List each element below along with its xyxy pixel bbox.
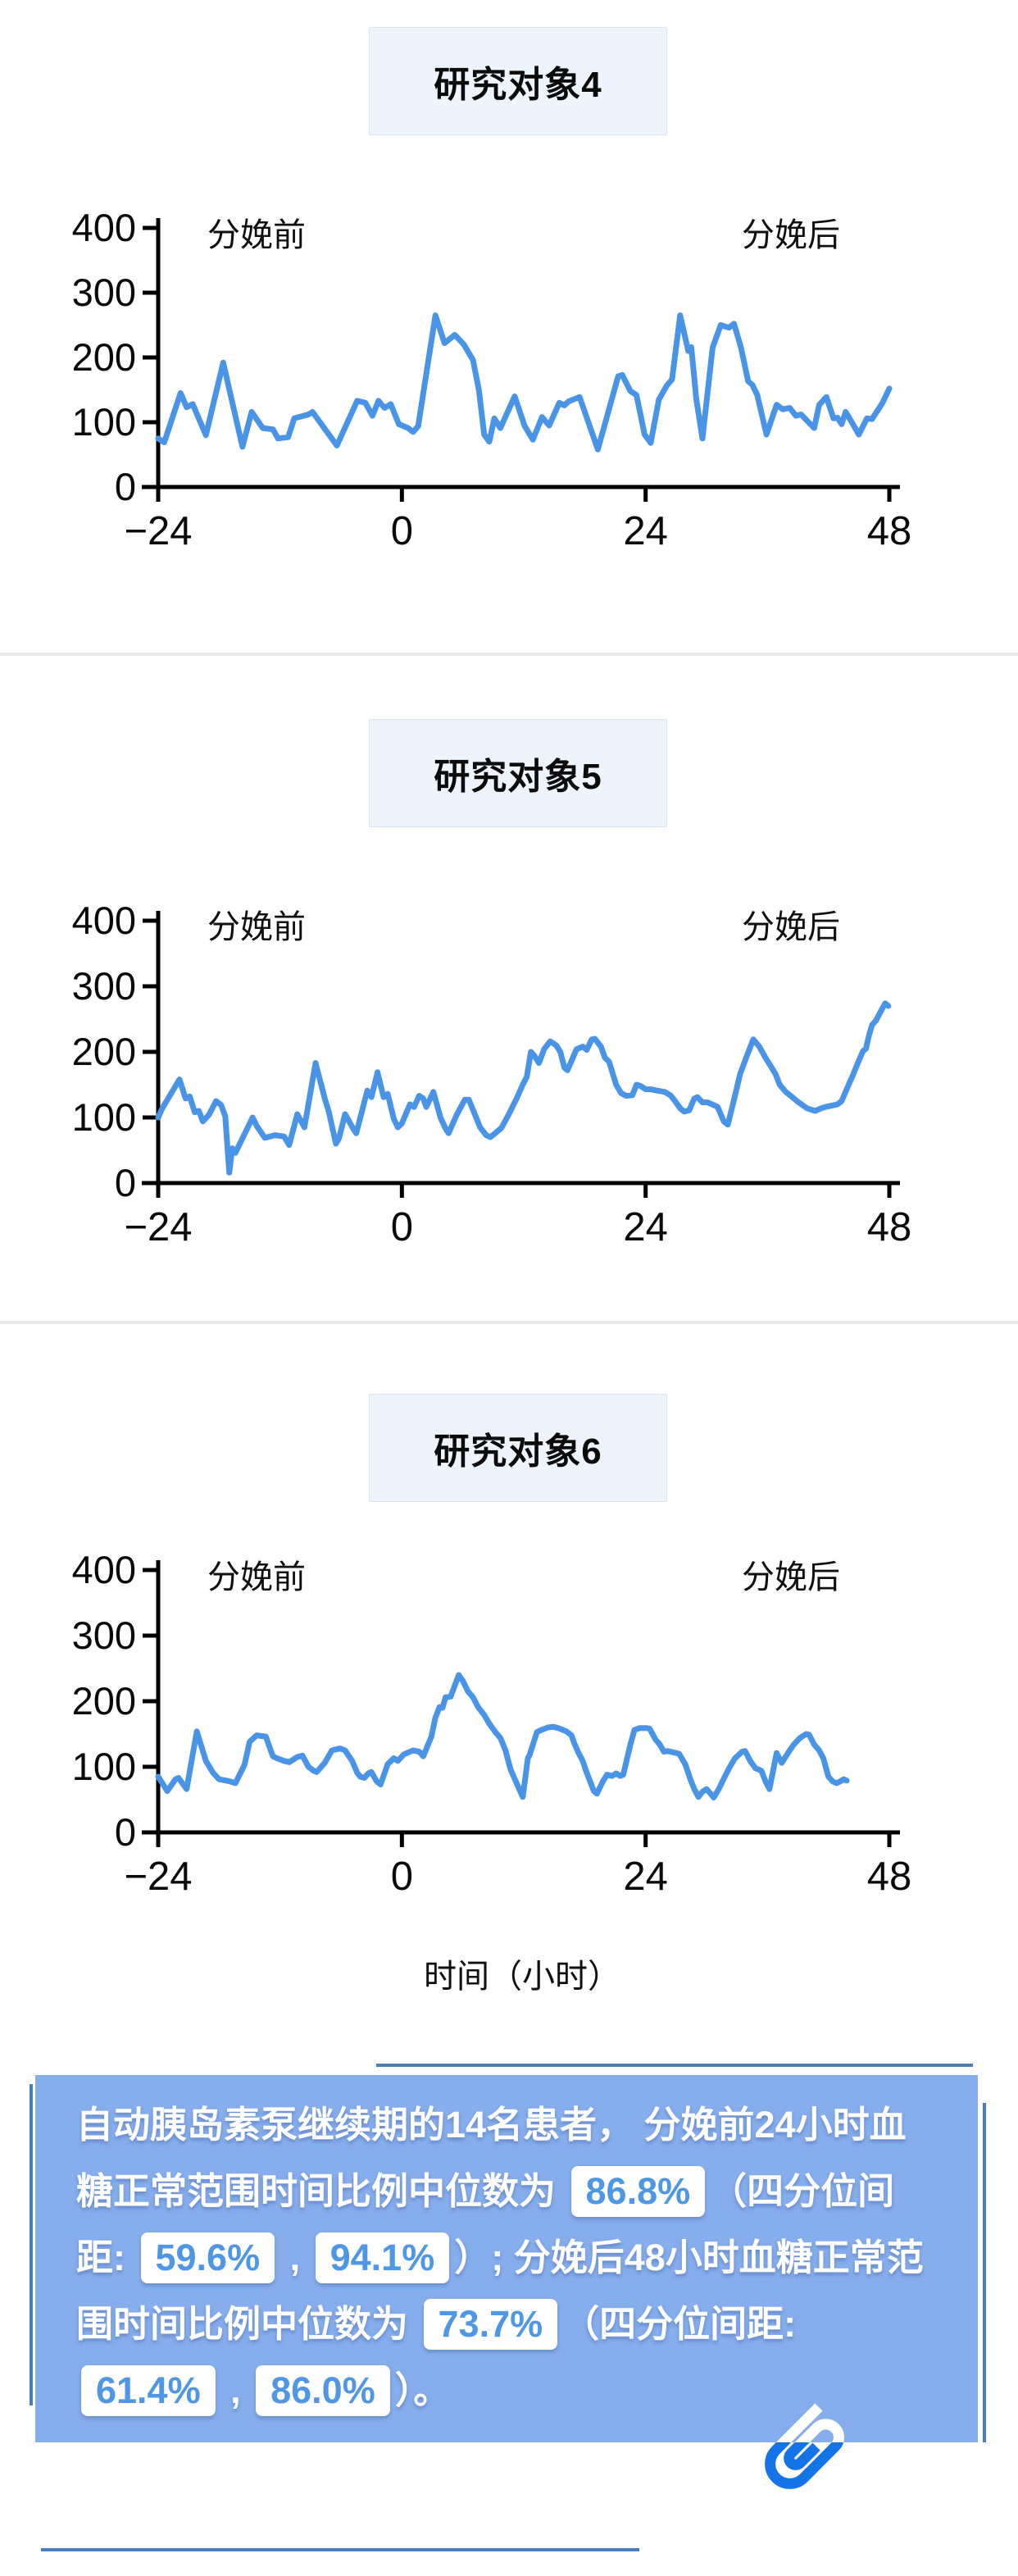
y-tick-label: 0 — [115, 1810, 136, 1854]
y-tick-label: 400 — [72, 899, 136, 942]
section-divider — [0, 653, 1018, 656]
x-axis-title: 时间（小时） — [424, 1959, 620, 1995]
x-tick-label: −24 — [124, 1855, 192, 1899]
y-tick-label: 200 — [72, 1679, 136, 1723]
x-tick-label: −24 — [124, 509, 192, 553]
x-tick-label: 0 — [391, 1205, 413, 1249]
glucose-line-series — [155, 312, 893, 453]
y-tick-label: 100 — [72, 1095, 136, 1139]
y-tick-label: 100 — [72, 1745, 136, 1788]
callout-accent-right-line — [983, 2103, 986, 2442]
stat-value-chip: 73.7% — [423, 2299, 558, 2350]
chart-3-title: 研究对象6 — [369, 1394, 667, 1502]
x-tick-label: 24 — [623, 509, 668, 553]
glucose-line-series — [155, 1672, 850, 1801]
chart-2-pre-delivery-label: 分娩前 — [207, 909, 306, 945]
y-tick-label: 400 — [72, 206, 136, 249]
y-tick-label: 0 — [115, 465, 136, 508]
axis-spines — [142, 218, 900, 489]
glucose-line-series — [155, 1000, 892, 1176]
x-tick-label: 48 — [867, 509, 912, 553]
axis-spines — [142, 911, 900, 1186]
y-tick-label: 100 — [72, 400, 136, 444]
callout-accent-left-line — [30, 2084, 33, 2405]
chart-1-pre-delivery-label: 分娩前 — [207, 217, 306, 253]
callout-accent-top-line — [376, 2064, 973, 2067]
paperclip-logo-icon — [765, 2403, 844, 2489]
summary-text: 自动胰岛素泵继续期的14名患者， 分娩前24小时血糖正常范围时间比例中位数为 8… — [76, 2091, 940, 2424]
section-divider — [0, 1321, 1018, 1324]
x-tick-label: 0 — [391, 509, 413, 553]
chart-3-pre-delivery-label: 分娩前 — [207, 1559, 306, 1595]
stat-value-chip: 86.8% — [570, 2166, 706, 2217]
stat-value-chip: 59.6% — [140, 2232, 275, 2283]
stat-value-chip: 94.1% — [315, 2232, 450, 2283]
y-tick-label: 300 — [72, 964, 136, 1008]
chart-1-post-delivery-label: 分娩后 — [742, 217, 840, 253]
axis-spines — [142, 1560, 900, 1835]
y-tick-label: 300 — [72, 1613, 136, 1657]
x-tick-label: 24 — [623, 1205, 668, 1249]
stat-value-chip: 86.0% — [256, 2365, 390, 2416]
chart-1-title: 研究对象4 — [369, 27, 667, 135]
x-tick-label: 0 — [391, 1855, 413, 1899]
callout-accent-bottom-line — [41, 2548, 639, 2551]
x-tick-label: −24 — [124, 1205, 192, 1249]
x-tick-label: 48 — [867, 1855, 912, 1899]
stat-value-chip: 61.4% — [81, 2365, 216, 2416]
y-tick-label: 300 — [72, 271, 136, 314]
chart-3-post-delivery-label: 分娩后 — [742, 1559, 840, 1595]
y-tick-label: 200 — [72, 1030, 136, 1073]
summary-callout: 自动胰岛素泵继续期的14名患者， 分娩前24小时血糖正常范围时间比例中位数为 8… — [35, 2075, 978, 2442]
x-tick-label: 48 — [867, 1205, 912, 1249]
y-tick-label: 0 — [115, 1161, 136, 1204]
x-tick-label: 24 — [623, 1855, 668, 1899]
y-tick-label: 400 — [72, 1548, 136, 1591]
chart-2-title: 研究对象5 — [369, 719, 667, 827]
chart-2-post-delivery-label: 分娩后 — [742, 909, 840, 945]
y-tick-label: 200 — [72, 335, 136, 379]
